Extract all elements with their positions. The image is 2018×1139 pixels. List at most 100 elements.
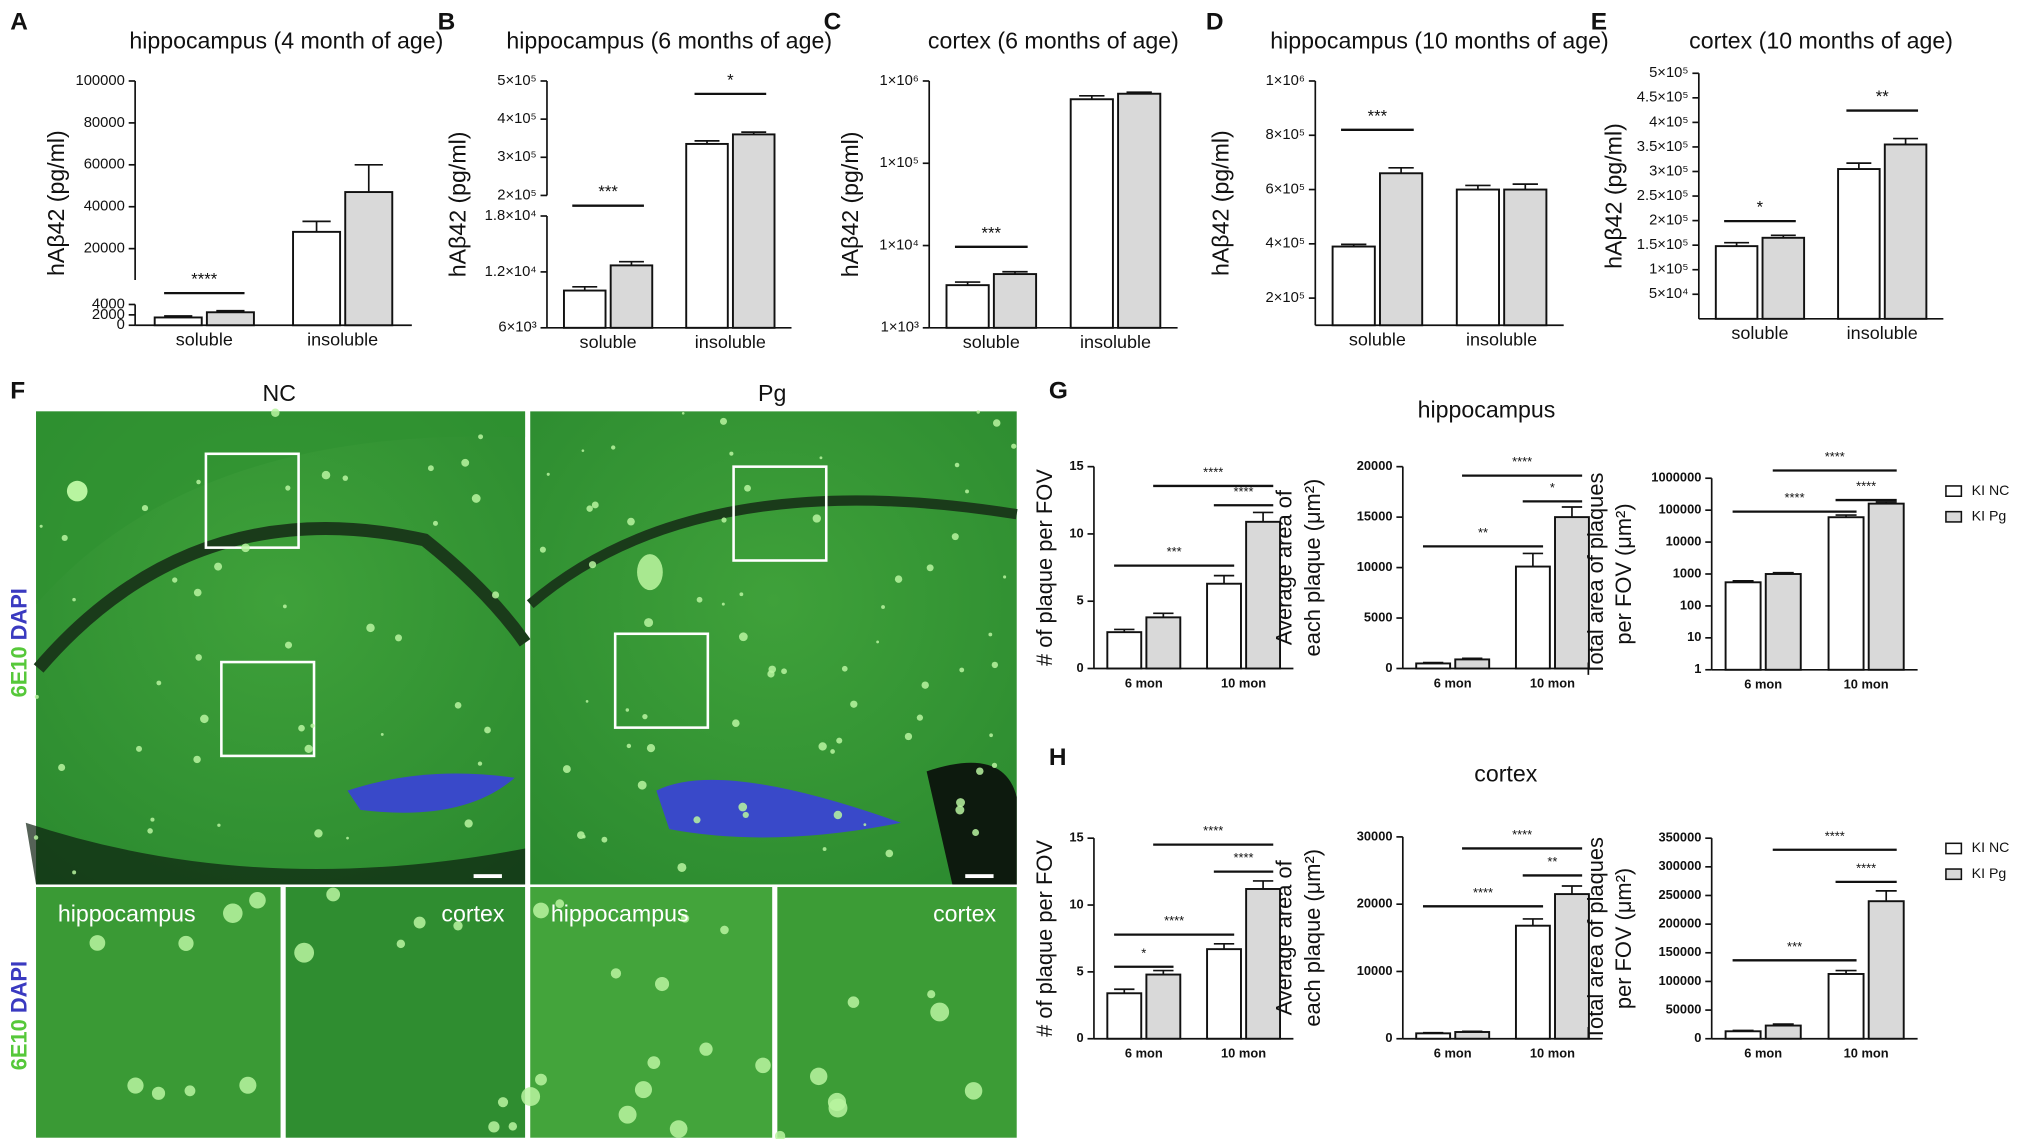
plaque-spot [591, 501, 599, 509]
bar [1714, 245, 1759, 320]
y-tick-label: 15 [1069, 830, 1083, 845]
bar [1106, 992, 1143, 1040]
y-tick-label: 20000 [1357, 458, 1393, 473]
ventricle [33, 522, 531, 673]
chart-title: hippocampus (6 months of age) [506, 28, 832, 54]
plaque-spot [828, 1098, 848, 1118]
bar [1724, 1030, 1762, 1040]
y-tick-label: 20000 [84, 241, 125, 257]
plaque-spot [927, 990, 936, 999]
significance-label: **** [1234, 850, 1254, 865]
y-tick-label: 40000 [84, 199, 125, 215]
bar [292, 230, 342, 327]
x-tick-label: 6 mon [1434, 1046, 1472, 1061]
plaque-spot [669, 1120, 688, 1138]
plaque-spot [926, 564, 934, 572]
plaque-spot [767, 670, 775, 678]
y-axis-label: hAβ42 (pg/ml) [43, 130, 69, 276]
plaque-spot [585, 700, 589, 703]
x-tick-label: 10 mon [1221, 1046, 1266, 1061]
panel-label: E [1591, 9, 1607, 36]
chart-title: cortex (6 months of age) [928, 28, 1179, 54]
significance-label: **** [191, 270, 218, 289]
plaque-spot [744, 484, 751, 492]
bar [1245, 520, 1282, 670]
x-tick-label: insoluble [1466, 329, 1537, 349]
plaque-spot [916, 714, 924, 721]
significance-label: * [727, 70, 734, 89]
plaque-spot [555, 899, 565, 909]
y-tick-label: 30000 [1357, 828, 1393, 843]
micrographs [25, 411, 1018, 1138]
plaque-spot [147, 828, 153, 834]
legend-swatch [1945, 842, 1963, 855]
x-tick-label: 6 mon [1434, 675, 1472, 690]
plaque-spot [954, 462, 960, 468]
plaque-spot [959, 667, 965, 673]
plaque-spot [217, 823, 221, 827]
y-tick-label: 1×10⁶ [1266, 73, 1305, 89]
plaque-spot [972, 829, 980, 837]
stain-dapi: DAPI [6, 961, 31, 1013]
plaque-spot [742, 811, 749, 819]
y-tick-label: 1×10³ [881, 320, 919, 336]
plaque-spot [156, 680, 162, 686]
bar [1455, 188, 1500, 327]
plaque-spot [588, 561, 597, 569]
plaque-spot [521, 1087, 541, 1106]
plaque-spot [453, 921, 463, 931]
plaque-spot [239, 1076, 257, 1094]
y-tick-label: 100000 [75, 73, 124, 89]
y-axis-label: # of plaque per FOV [1032, 469, 1057, 666]
plaque-spot [285, 485, 291, 491]
bar [1379, 172, 1424, 327]
bar [1724, 581, 1762, 671]
legend-swatch [1945, 868, 1963, 881]
x-tick-label: soluble [1349, 329, 1406, 349]
plaque-spot [626, 743, 632, 749]
plaque-spot [141, 504, 149, 512]
plaque-spot [285, 641, 293, 649]
y-tick-label: 10000 [1357, 963, 1393, 978]
plaque-spot [644, 618, 654, 628]
y-axis-label: Total area of plaques [1583, 837, 1608, 1040]
plaque-spot [34, 694, 39, 699]
bar [1514, 565, 1551, 670]
plaque-spot [196, 479, 201, 485]
y-tick-label: 100000 [1658, 973, 1701, 988]
tile-label: hippocampus [551, 900, 689, 926]
plaque-spot [720, 925, 729, 935]
significance-label: * [1550, 480, 1555, 495]
legend-swatch [1945, 510, 1963, 523]
plaque-spot [395, 634, 402, 642]
x-tick-label: 10 mon [1221, 675, 1266, 690]
y-tick-label: 0 [1076, 1030, 1083, 1045]
plaque-spot [881, 605, 885, 609]
bar [1415, 662, 1452, 670]
plaque-spot [72, 870, 77, 875]
plaque-spot [282, 604, 287, 609]
scale-bar [473, 874, 502, 879]
plaque-spot [200, 714, 209, 724]
y-tick-label: 1.8×10⁴ [485, 208, 537, 224]
plaque-spot [539, 546, 546, 553]
plaque-spot [680, 914, 690, 923]
y-tick-label: 3×10⁵ [497, 149, 536, 165]
y-axis-label: Average area of [1271, 859, 1296, 1015]
tile-label: cortex [933, 900, 996, 926]
significance-label: **** [1203, 823, 1223, 838]
bar [1145, 616, 1182, 670]
plaque-spot [964, 1082, 983, 1100]
tile-label: hippocampus [58, 900, 196, 926]
significance-label: *** [982, 223, 1002, 242]
bar [1454, 1031, 1491, 1040]
plaque-spot [637, 554, 663, 591]
significance-label: ** [1876, 87, 1890, 106]
bar [153, 316, 203, 327]
plaque-spot [326, 887, 341, 902]
significance-label: **** [1473, 885, 1493, 900]
tile-label: cortex [441, 900, 504, 926]
plaque-spot [729, 451, 734, 456]
y-tick-label: 350000 [1658, 830, 1701, 845]
y-tick-label: 6×10³ [498, 320, 536, 336]
